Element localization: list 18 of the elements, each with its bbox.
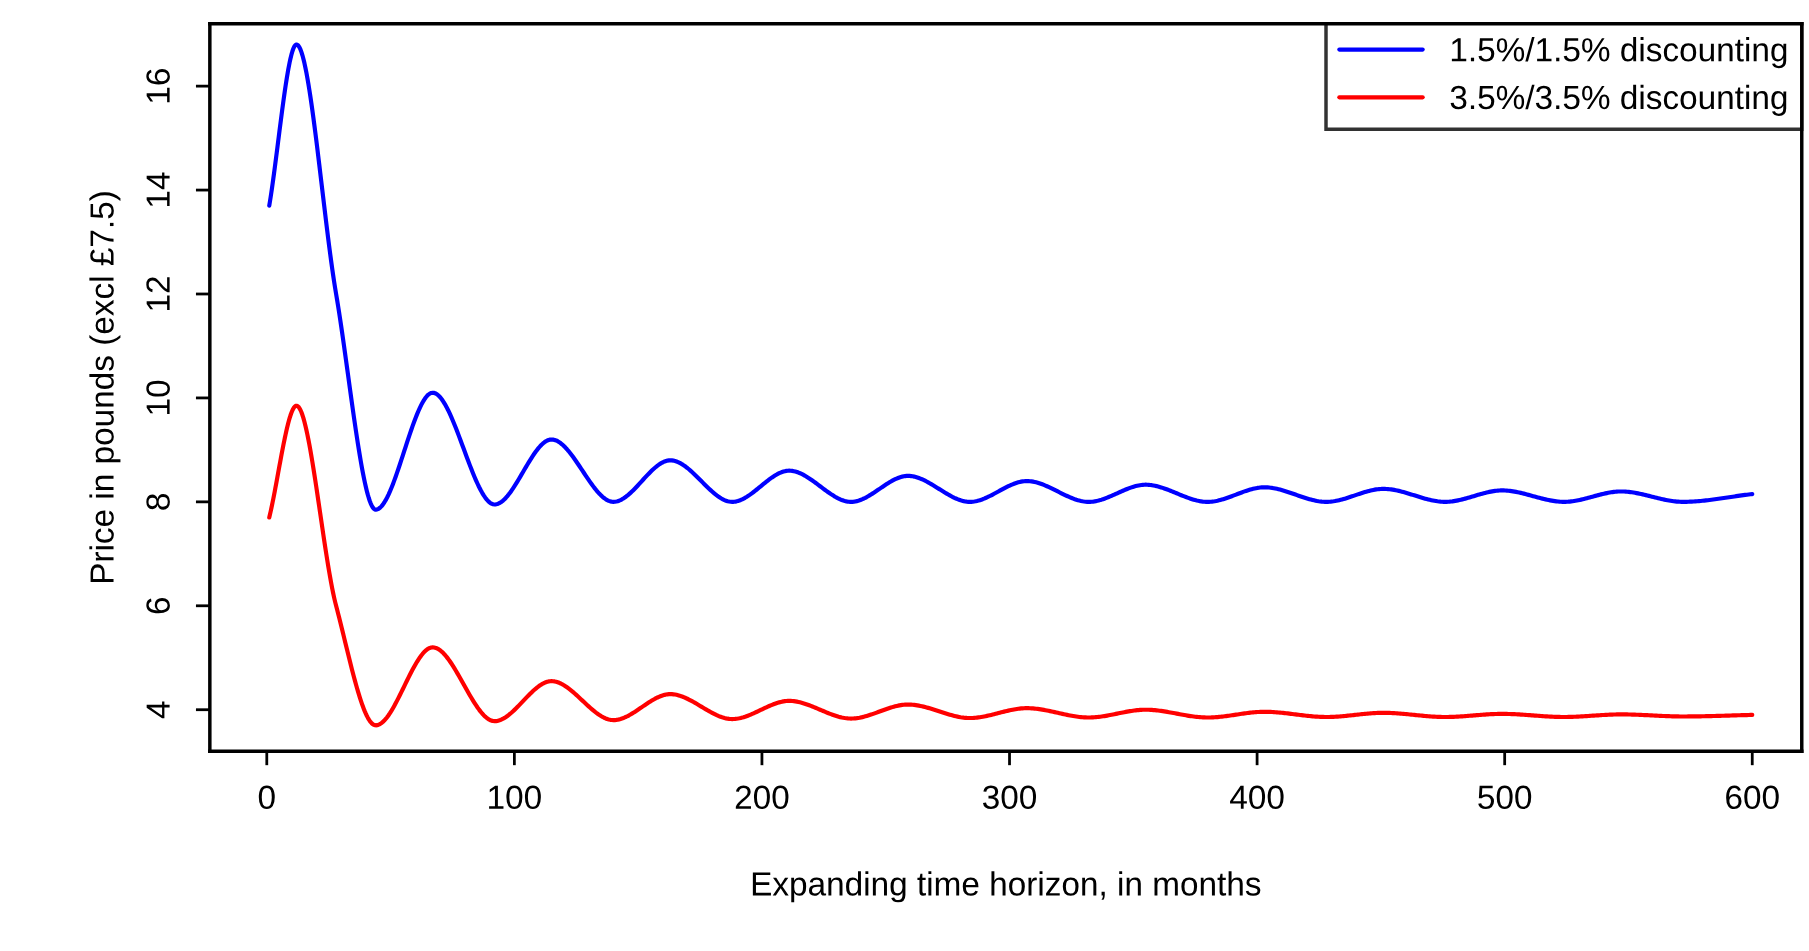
x-axis-title: Expanding time horizon, in months: [752, 871, 1261, 903]
y-tick-label: 4: [146, 701, 170, 719]
x-tick-label: 300: [982, 785, 1037, 810]
x-tick-label: 400: [1230, 785, 1284, 810]
legend-label: 3.5%/3.5% discounting: [1450, 84, 1787, 116]
y-tick-label: 16: [146, 69, 170, 103]
y-tick-label: 8: [146, 494, 170, 510]
x-tick-label: 500: [1478, 785, 1532, 810]
x-tick-label: 600: [1726, 785, 1779, 810]
y-tick-label: 12: [146, 277, 170, 310]
y-axis-title: Price in pounds (excl £7.5): [89, 192, 121, 583]
x-tick-label: 100: [489, 785, 541, 810]
legend-label: 1.5%/1.5% discounting: [1451, 37, 1787, 69]
y-tick-label: 10: [146, 380, 170, 414]
x-tick-label: 0: [258, 785, 275, 810]
x-tick-label: 200: [735, 785, 789, 810]
y-tick-label: 14: [146, 172, 170, 207]
y-tick-label: 6: [146, 597, 170, 614]
